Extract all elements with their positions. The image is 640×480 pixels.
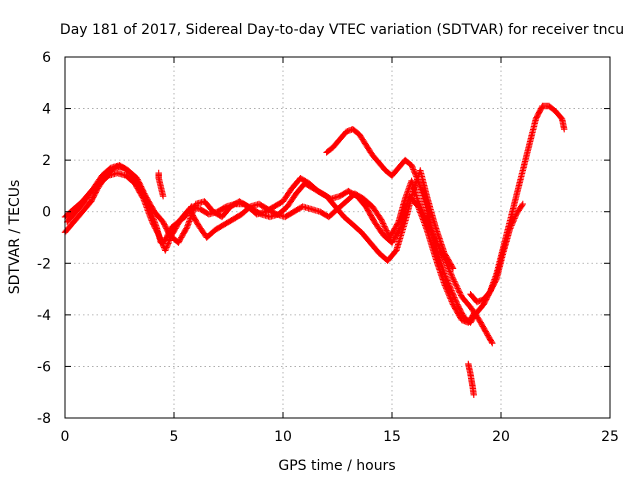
series-arc-7 [155,169,167,200]
chart-title: Day 181 of 2017, Sidereal Day-to-day VTE… [60,22,624,38]
y-tick-label: 2 [42,153,51,169]
y-axis-label: SDTVAR / TECUs [7,180,23,295]
y-tick-labels: -8 -6 -4 -2 0 2 4 6 [37,50,51,427]
series-arc-6 [465,360,477,398]
x-tick-label: 15 [383,429,401,445]
series-arc-3 [323,102,568,326]
y-tick-label: 6 [42,50,51,66]
data-points [61,102,568,398]
x-tick-label: 10 [274,429,292,445]
series-arc-5 [467,200,526,306]
x-tick-label: 0 [61,429,70,445]
y-tick-label: -8 [37,411,51,427]
x-tick-label: 25 [601,429,619,445]
axis-ticks [64,56,611,419]
plot-frame [64,56,611,419]
y-tick-label: 4 [42,102,51,118]
series-arc-2 [64,162,457,272]
y-tick-label: 0 [42,205,51,221]
x-tick-label: 20 [492,429,510,445]
x-tick-label: 5 [170,429,179,445]
y-tick-label: -6 [37,359,51,375]
y-tick-label: -4 [37,308,51,324]
x-axis-label: GPS time / hours [278,458,395,474]
x-tick-labels: 0 5 10 15 20 25 [61,429,619,445]
y-tick-label: -2 [37,256,51,272]
